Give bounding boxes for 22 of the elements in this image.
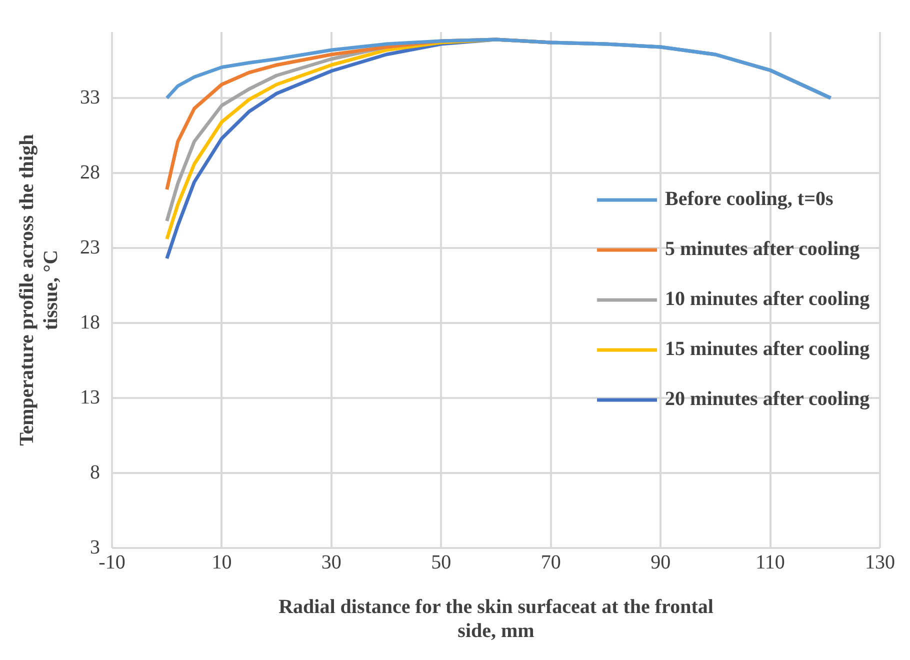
legend-label: 5 minutes after cooling — [665, 238, 860, 260]
y-tick-label: 13 — [80, 386, 100, 408]
legend-label: 10 minutes after cooling — [665, 288, 870, 310]
x-tick-label: -10 — [98, 551, 126, 574]
legend-label: 15 minutes after cooling — [665, 338, 870, 360]
y-tick-label: 28 — [80, 161, 100, 184]
x-axis-title: Radial distance for the skin surfaceat at the frontal side, mm — [278, 596, 714, 642]
x-tick-label: 110 — [756, 551, 785, 574]
x-tick-label: 30 — [321, 551, 342, 574]
x-tick-label: 10 — [212, 551, 232, 574]
y-tick-label: 23 — [80, 236, 100, 258]
x-tick-label: 70 — [540, 551, 561, 574]
x-tick-label: 50 — [431, 551, 452, 574]
y-tick-label: 33 — [80, 86, 100, 108]
x-tick-label: 90 — [650, 551, 671, 574]
x-tick-label: 130 — [865, 551, 895, 574]
legend-label: 20 minutes after cooling — [665, 388, 870, 410]
y-axis-title: Temperature profile across the thigh tissue, °C — [16, 134, 62, 446]
legend-label: Before cooling, t=0s — [665, 188, 834, 210]
y-tick-label: 3 — [90, 536, 100, 558]
y-tick-label: 8 — [90, 461, 100, 484]
y-tick-label: 18 — [80, 311, 100, 334]
